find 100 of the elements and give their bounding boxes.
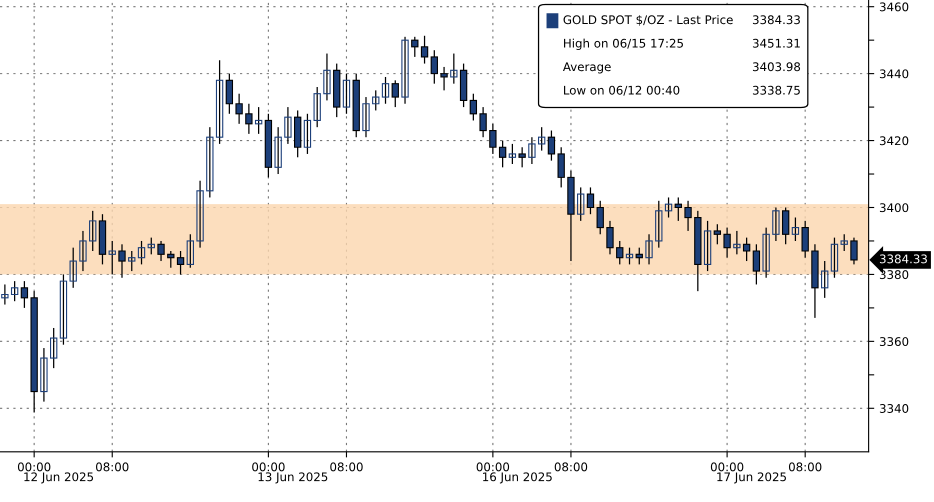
candlestick xyxy=(616,240,624,266)
candlestick xyxy=(596,200,604,235)
text: 16 Jun 2025 xyxy=(483,472,552,484)
candlestick xyxy=(157,240,165,262)
x-tick-label: 00:00 xyxy=(18,462,50,472)
candlestick xyxy=(40,347,48,402)
candlestick xyxy=(176,250,184,276)
candlestick xyxy=(742,236,750,262)
candlestick xyxy=(245,103,253,134)
candlestick xyxy=(450,52,458,84)
text: 3384.33 xyxy=(880,254,927,264)
candlestick xyxy=(323,52,331,102)
candlestick xyxy=(70,247,77,288)
candlestick xyxy=(148,236,155,255)
candlestick xyxy=(704,220,712,272)
candlestick xyxy=(401,36,409,104)
candlestick xyxy=(830,236,838,278)
text: 13 Jun 2025 xyxy=(258,472,328,484)
x-tick-label: 00:00 xyxy=(476,462,510,472)
x-tick-label: 08:00 xyxy=(330,462,363,472)
candlestick xyxy=(840,234,848,252)
legend-label: GOLD SPOT $/OZ - Last Price xyxy=(564,15,733,26)
candlestick xyxy=(782,206,790,245)
annotation: Low on 06/12 00:40 xyxy=(564,86,680,96)
annotation: 3338.75 xyxy=(752,86,800,95)
candlestick xyxy=(586,186,594,215)
y-tick-label: 3380 xyxy=(880,270,908,280)
candlestick xyxy=(372,90,380,112)
candlestick xyxy=(792,216,800,242)
candlestick xyxy=(479,106,487,138)
candlestick xyxy=(362,96,370,138)
y-tick-label: 3420 xyxy=(880,136,908,146)
candlestick xyxy=(645,234,653,266)
candlestick xyxy=(577,186,584,222)
candlestick xyxy=(342,73,350,114)
candlestick xyxy=(498,140,506,168)
candlestick xyxy=(206,126,214,198)
candlestick xyxy=(528,136,536,165)
annotation: 3451.31 xyxy=(752,38,800,48)
candlestick xyxy=(723,226,731,258)
x-tick-label: 00:00 xyxy=(710,462,744,472)
candlestick xyxy=(186,234,194,268)
candlestick xyxy=(674,196,682,222)
candlestick xyxy=(128,250,136,272)
candlestick xyxy=(50,327,58,369)
candlestick xyxy=(196,180,204,248)
annotation: 3384.33 xyxy=(752,15,800,24)
y-tick-label: 3460 xyxy=(880,2,908,12)
candlestick xyxy=(304,113,312,155)
y-tick-label: 3400 xyxy=(880,203,908,212)
candlestick xyxy=(284,106,292,145)
candlestick xyxy=(226,73,234,114)
candlestick xyxy=(411,36,418,58)
y-tick-label: 3340 xyxy=(880,404,908,413)
candlestick xyxy=(79,230,87,272)
candlestick xyxy=(821,260,828,298)
candlestick xyxy=(508,143,516,165)
y-tick-label: 3440 xyxy=(880,69,908,78)
candlestick xyxy=(440,66,448,91)
candlestick xyxy=(20,280,28,309)
candlestick xyxy=(420,35,428,64)
candlestick xyxy=(1,284,9,306)
candlestick xyxy=(470,93,478,122)
candlestick xyxy=(772,206,780,242)
candlestick xyxy=(850,236,858,266)
candlestick xyxy=(392,80,399,108)
annotation: Average xyxy=(562,62,611,74)
annotation: 3403.98 xyxy=(752,62,800,72)
candlestick xyxy=(762,226,770,278)
candlestick xyxy=(60,274,68,346)
candlestick xyxy=(538,126,546,152)
candlestick xyxy=(216,60,224,145)
candlestick xyxy=(714,224,722,245)
candlestick xyxy=(655,200,662,248)
candlestick xyxy=(314,86,321,128)
text: 12 Jun 2025 xyxy=(24,472,94,484)
candlestick xyxy=(636,247,643,266)
x-tick-label: 08:00 xyxy=(788,462,822,472)
candlestick xyxy=(558,146,565,188)
candlestick xyxy=(626,247,634,266)
candlestick xyxy=(606,220,614,255)
candlestick xyxy=(138,240,146,266)
y-tick-label: 3360 xyxy=(880,337,908,346)
text: 17 Jun 2025 xyxy=(717,472,786,484)
candlestick xyxy=(10,280,18,302)
candlestick xyxy=(274,126,282,175)
annotation: High on 06/15 17:25 xyxy=(564,38,683,50)
candlestick xyxy=(518,146,526,168)
candlestick xyxy=(108,240,116,276)
candlestick xyxy=(548,130,556,162)
candlestick xyxy=(382,76,390,104)
x-tick-label: 08:00 xyxy=(96,462,128,472)
candlestick xyxy=(802,220,809,258)
candlestick xyxy=(489,123,497,155)
candlestick xyxy=(89,210,96,252)
candlestick xyxy=(118,244,126,278)
candlestick xyxy=(235,93,243,124)
candlestick xyxy=(430,50,438,84)
candlestick xyxy=(733,230,741,255)
x-tick-label: 00:00 xyxy=(252,462,285,472)
